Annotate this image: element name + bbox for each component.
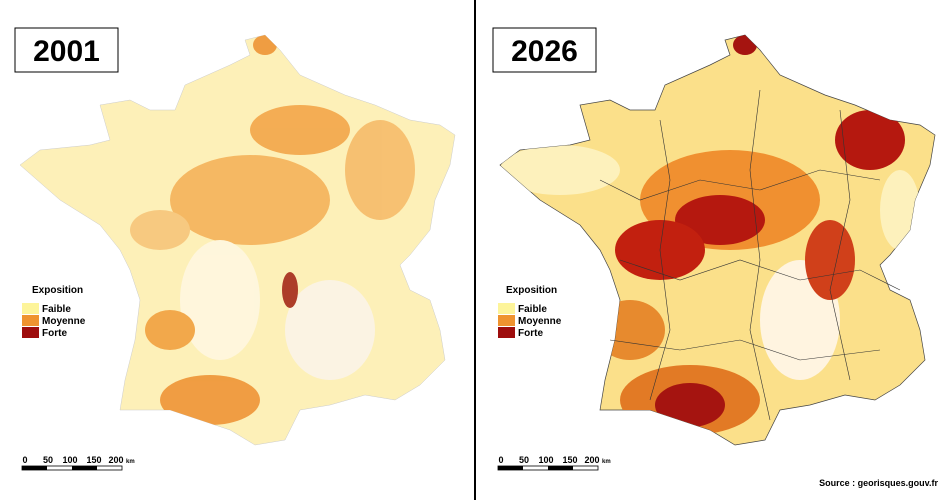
swatch	[22, 315, 39, 326]
swatch	[498, 315, 515, 326]
swatch	[22, 327, 39, 338]
year-box	[492, 27, 597, 73]
legend-label: Moyenne	[518, 316, 562, 327]
scale-unit: km	[602, 459, 611, 465]
scale-label: 50	[43, 455, 53, 465]
scale-unit: km	[126, 459, 135, 465]
scale-bar: 0 50 100 150 200 km	[497, 455, 611, 471]
legend-label: Forte	[42, 328, 67, 339]
swatch	[498, 303, 515, 314]
legend-label: Faible	[42, 304, 71, 315]
year: 2001	[33, 35, 100, 68]
legend-title: Exposition	[506, 285, 557, 296]
scale-label: 50	[519, 455, 529, 465]
legend-label: Moyenne	[42, 316, 86, 327]
legend-title: Exposition	[32, 285, 83, 296]
year-box	[14, 27, 119, 73]
map-2001	[19, 34, 456, 446]
scale-label: 150	[562, 455, 577, 465]
scale-label: 200	[108, 455, 123, 465]
map-2026	[499, 34, 936, 446]
legend-label: Forte	[518, 328, 543, 339]
scale-label: 200	[584, 455, 599, 465]
swatch	[22, 303, 39, 314]
panel: 2026 Exposition Faible Moyenne Forte 0 5…	[492, 27, 611, 471]
legend-label: Faible	[518, 304, 547, 315]
year: 2026	[511, 35, 578, 68]
scale-label: 0	[22, 455, 27, 465]
scale-bar: 0 50 100 150 200 km	[21, 455, 135, 471]
panel: 2001 Exposition Faible Moyenne Forte 0 5…	[14, 27, 135, 471]
swatch	[498, 327, 515, 338]
scale-label: 100	[538, 455, 553, 465]
scale-label: 100	[62, 455, 77, 465]
source: Source : georisques.gouv.fr	[819, 478, 938, 488]
scale-label: 0	[498, 455, 503, 465]
scale-label: 150	[86, 455, 101, 465]
